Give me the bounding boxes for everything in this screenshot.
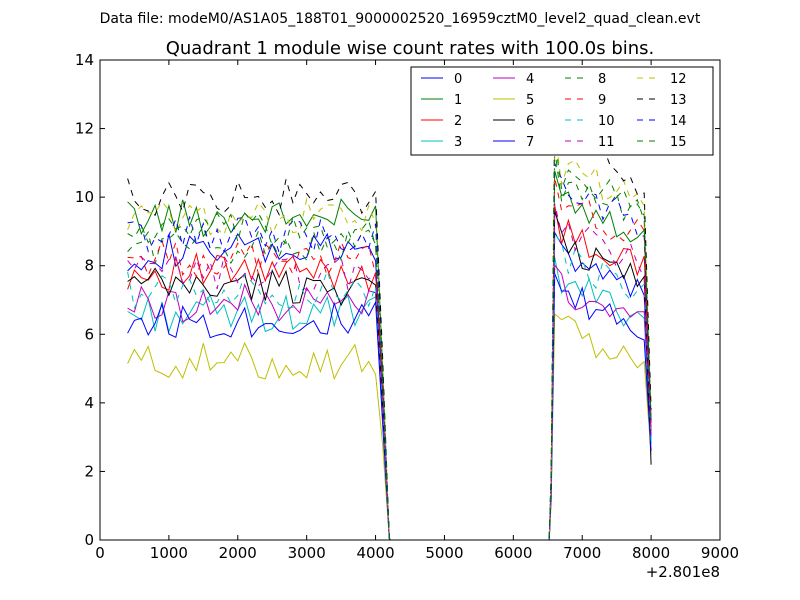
series-line-7 [127, 273, 652, 541]
legend-label-15: 15 [670, 135, 687, 150]
chart-title: Quadrant 1 module wise count rates with … [166, 38, 655, 59]
series-line-14 [127, 163, 652, 541]
y-tick-label-5: 10 [75, 188, 94, 206]
legend-label-3: 3 [454, 135, 462, 150]
plot-frame [99, 59, 721, 541]
series-line-4 [127, 263, 652, 541]
legend-label-1: 1 [454, 93, 462, 108]
legend-label-4: 4 [526, 72, 534, 87]
legend-label-6: 6 [526, 114, 534, 129]
series-line-5 [127, 312, 652, 541]
series-line-10 [127, 232, 652, 541]
legend-label-13: 13 [670, 93, 687, 108]
x-tick-label-4: 4000 [356, 544, 394, 562]
x-tick-label-7: 7000 [563, 544, 601, 562]
x-tick-label-5: 5000 [425, 544, 463, 562]
x-tick-label-2: 2000 [219, 544, 257, 562]
y-tick-label-0: 0 [84, 531, 94, 549]
series-line-3 [127, 257, 652, 541]
x-tick-label-9: 9000 [701, 544, 739, 562]
legend-label-5: 5 [526, 93, 534, 108]
series-line-8 [127, 149, 652, 541]
y-tick-label-6: 12 [75, 120, 94, 138]
legend-label-11: 11 [598, 135, 615, 150]
series-line-15 [127, 138, 652, 541]
x-offset-label: +2.801e8 [646, 563, 720, 581]
legend-box [410, 66, 714, 156]
y-tick-label-3: 6 [84, 325, 94, 343]
series-line-0 [127, 230, 652, 541]
x-tick-label-6: 6000 [494, 544, 532, 562]
y-tick-label-4: 8 [84, 257, 94, 275]
chart-suptitle: Data file: modeM0/AS1A05_188T01_90000025… [100, 11, 701, 27]
series-line-6 [127, 211, 652, 541]
legend-label-2: 2 [454, 114, 462, 129]
series-lines [127, 114, 652, 541]
series-line-2 [127, 205, 652, 541]
axes: 0 1000 2000 3000 4000 5000 6000 7000 8000 9000 0 2 4… [75, 51, 739, 562]
series-line-1 [127, 170, 652, 541]
x-tick-label-1: 1000 [150, 544, 188, 562]
legend-label-7: 7 [526, 135, 534, 150]
legend-label-8: 8 [598, 72, 606, 87]
legend-label-0: 0 [454, 72, 462, 87]
y-tick-label-7: 14 [75, 51, 94, 69]
series-line-12 [127, 130, 652, 541]
series-line-11 [127, 203, 652, 541]
legend-label-14: 14 [670, 114, 687, 129]
legend-label-12: 12 [670, 72, 687, 87]
x-tick-label-0: 0 [95, 544, 105, 562]
y-tick-label-2: 4 [84, 394, 94, 412]
x-tick-label-3: 3000 [288, 544, 326, 562]
x-tick-label-8: 8000 [632, 544, 670, 562]
legend-label-10: 10 [598, 114, 615, 129]
legend-label-9: 9 [598, 93, 606, 108]
y-tick-label-1: 2 [84, 462, 94, 480]
